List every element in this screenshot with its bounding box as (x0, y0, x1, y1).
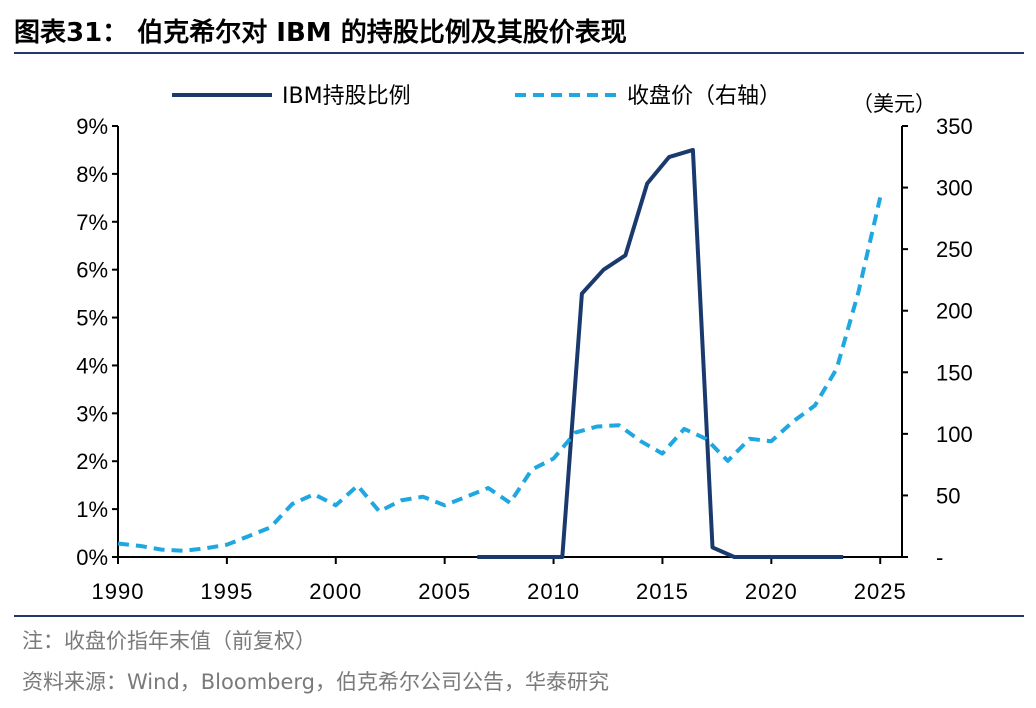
series-layer (117, 147, 883, 559)
x-tick-label: 2010 (527, 579, 580, 604)
series-line-price (117, 196, 883, 553)
left-tick-label: 5% (76, 306, 108, 331)
note-text: 注：收盘价指年末值（前复权） (22, 629, 316, 653)
x-tick-label: 1995 (200, 579, 253, 604)
legend-label-price: 收盘价（右轴） (627, 84, 781, 109)
right-tick-label: 250 (936, 237, 973, 262)
left-tick-label: 6% (76, 258, 108, 283)
right-tick-label: 350 (936, 114, 973, 139)
right-tick-label: 50 (936, 483, 960, 508)
source-text: 资料来源：Wind，Bloomberg，伯克希尔公司公告，华泰研究 (22, 670, 610, 694)
x-tick-label: 2005 (418, 579, 471, 604)
right-tick-label: - (936, 545, 943, 570)
footer-rule (14, 615, 1024, 617)
right-tick-label: 200 (936, 299, 973, 324)
x-tick-label: 2000 (309, 579, 362, 604)
left-tick-label: 7% (76, 210, 108, 235)
x-tick-label: 2025 (854, 579, 907, 604)
left-tick-label: 3% (76, 401, 108, 426)
right-tick-label: 300 (936, 176, 973, 201)
series-line-holding (477, 147, 844, 559)
x-tick-label: 2015 (636, 579, 689, 604)
left-tick-label: 2% (76, 449, 108, 474)
right-axis-unit: （美元） (852, 93, 936, 116)
title-rule (14, 52, 1024, 54)
axes-layer: 0% 1% 2% 3% 4% 5% 6% 7% 8% 9% - 50 100 150 200 250 300 35… (76, 114, 973, 604)
left-tick-label: 8% (76, 162, 108, 187)
left-tick-label: 1% (76, 497, 108, 522)
x-tick-label: 1990 (92, 579, 145, 604)
right-tick-label: 150 (936, 360, 973, 385)
left-tick-label: 0% (76, 545, 108, 570)
x-tick-label: 2020 (745, 579, 798, 604)
right-tick-label: 100 (936, 422, 973, 447)
chart-title: 图表31： 伯克希尔对 IBM 的持股比例及其股价表现 (14, 18, 627, 48)
left-tick-label: 4% (76, 353, 108, 378)
legend: IBM持股比例 收盘价（右轴） (172, 84, 781, 109)
left-tick-label: 9% (76, 114, 108, 139)
legend-label-holding: IBM持股比例 (282, 84, 411, 109)
